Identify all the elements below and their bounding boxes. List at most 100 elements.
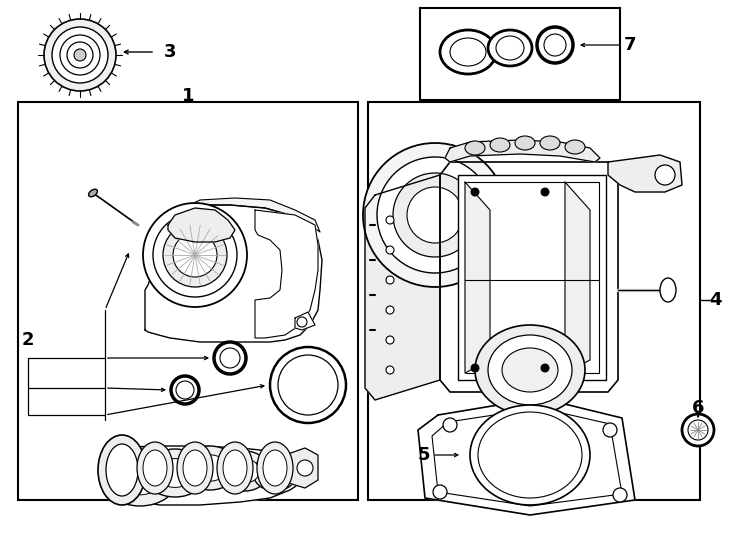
Circle shape xyxy=(173,233,217,277)
Ellipse shape xyxy=(262,462,288,484)
Ellipse shape xyxy=(193,455,227,481)
Ellipse shape xyxy=(660,278,676,302)
Text: 3: 3 xyxy=(164,43,176,61)
Polygon shape xyxy=(608,155,682,192)
Ellipse shape xyxy=(257,442,293,494)
Ellipse shape xyxy=(223,450,247,486)
Bar xyxy=(420,8,620,100)
Circle shape xyxy=(386,366,394,374)
Circle shape xyxy=(44,19,116,91)
Circle shape xyxy=(393,173,477,257)
Polygon shape xyxy=(108,446,308,505)
Circle shape xyxy=(541,364,549,372)
Circle shape xyxy=(386,216,394,224)
Circle shape xyxy=(603,423,617,437)
Ellipse shape xyxy=(177,442,213,494)
Circle shape xyxy=(363,143,507,287)
Bar xyxy=(465,182,599,373)
Polygon shape xyxy=(255,210,318,338)
Text: 4: 4 xyxy=(709,291,722,309)
Ellipse shape xyxy=(440,30,496,74)
Ellipse shape xyxy=(478,412,582,498)
Polygon shape xyxy=(168,208,235,242)
Text: 5: 5 xyxy=(418,446,430,464)
Circle shape xyxy=(443,418,457,432)
Circle shape xyxy=(60,35,100,75)
Ellipse shape xyxy=(450,38,486,66)
Circle shape xyxy=(297,317,307,327)
Polygon shape xyxy=(285,448,318,488)
Ellipse shape xyxy=(488,30,532,66)
Circle shape xyxy=(52,27,108,83)
Ellipse shape xyxy=(465,141,485,155)
Circle shape xyxy=(433,485,447,499)
Circle shape xyxy=(270,347,346,423)
Circle shape xyxy=(220,348,240,368)
Bar xyxy=(18,102,358,500)
Circle shape xyxy=(682,414,714,446)
Text: 7: 7 xyxy=(624,36,636,54)
Ellipse shape xyxy=(183,450,207,486)
Polygon shape xyxy=(432,408,622,506)
Polygon shape xyxy=(145,205,322,342)
Polygon shape xyxy=(565,182,590,373)
Circle shape xyxy=(471,188,479,196)
Ellipse shape xyxy=(182,446,238,490)
Ellipse shape xyxy=(515,136,535,150)
Ellipse shape xyxy=(137,442,173,494)
Circle shape xyxy=(163,223,227,287)
Ellipse shape xyxy=(496,36,524,60)
Polygon shape xyxy=(440,162,618,392)
Circle shape xyxy=(153,213,237,297)
Ellipse shape xyxy=(565,140,585,154)
Text: 6: 6 xyxy=(691,399,704,417)
Ellipse shape xyxy=(263,450,287,486)
Polygon shape xyxy=(155,198,320,240)
Circle shape xyxy=(386,306,394,314)
Ellipse shape xyxy=(502,348,558,392)
Polygon shape xyxy=(445,140,600,162)
Circle shape xyxy=(278,355,338,415)
Circle shape xyxy=(176,381,194,399)
Ellipse shape xyxy=(230,459,259,483)
Ellipse shape xyxy=(544,34,566,56)
Ellipse shape xyxy=(156,458,195,488)
Ellipse shape xyxy=(217,442,253,494)
Polygon shape xyxy=(418,398,635,515)
Circle shape xyxy=(471,364,479,372)
Ellipse shape xyxy=(253,455,297,491)
Circle shape xyxy=(386,336,394,344)
Ellipse shape xyxy=(102,450,178,506)
Circle shape xyxy=(67,42,93,68)
Bar xyxy=(458,175,606,380)
Circle shape xyxy=(214,342,246,374)
Ellipse shape xyxy=(470,405,590,505)
Circle shape xyxy=(655,165,675,185)
Ellipse shape xyxy=(540,136,560,150)
Ellipse shape xyxy=(537,27,573,63)
Circle shape xyxy=(407,187,463,243)
Ellipse shape xyxy=(475,325,585,415)
Circle shape xyxy=(386,276,394,284)
Circle shape xyxy=(541,188,549,196)
Ellipse shape xyxy=(98,435,146,505)
Polygon shape xyxy=(365,175,440,400)
Text: 1: 1 xyxy=(182,87,195,105)
Ellipse shape xyxy=(221,451,269,491)
Bar xyxy=(368,102,700,500)
Text: 2: 2 xyxy=(22,331,34,349)
Polygon shape xyxy=(465,182,490,373)
Circle shape xyxy=(386,246,394,254)
Circle shape xyxy=(613,488,627,502)
Circle shape xyxy=(143,203,247,307)
Ellipse shape xyxy=(106,444,138,496)
Circle shape xyxy=(171,376,199,404)
Ellipse shape xyxy=(117,461,163,495)
Circle shape xyxy=(688,420,708,440)
Circle shape xyxy=(297,460,313,476)
Ellipse shape xyxy=(490,138,510,152)
Polygon shape xyxy=(295,312,315,330)
Ellipse shape xyxy=(143,450,167,486)
Circle shape xyxy=(377,157,493,273)
Ellipse shape xyxy=(89,189,98,197)
